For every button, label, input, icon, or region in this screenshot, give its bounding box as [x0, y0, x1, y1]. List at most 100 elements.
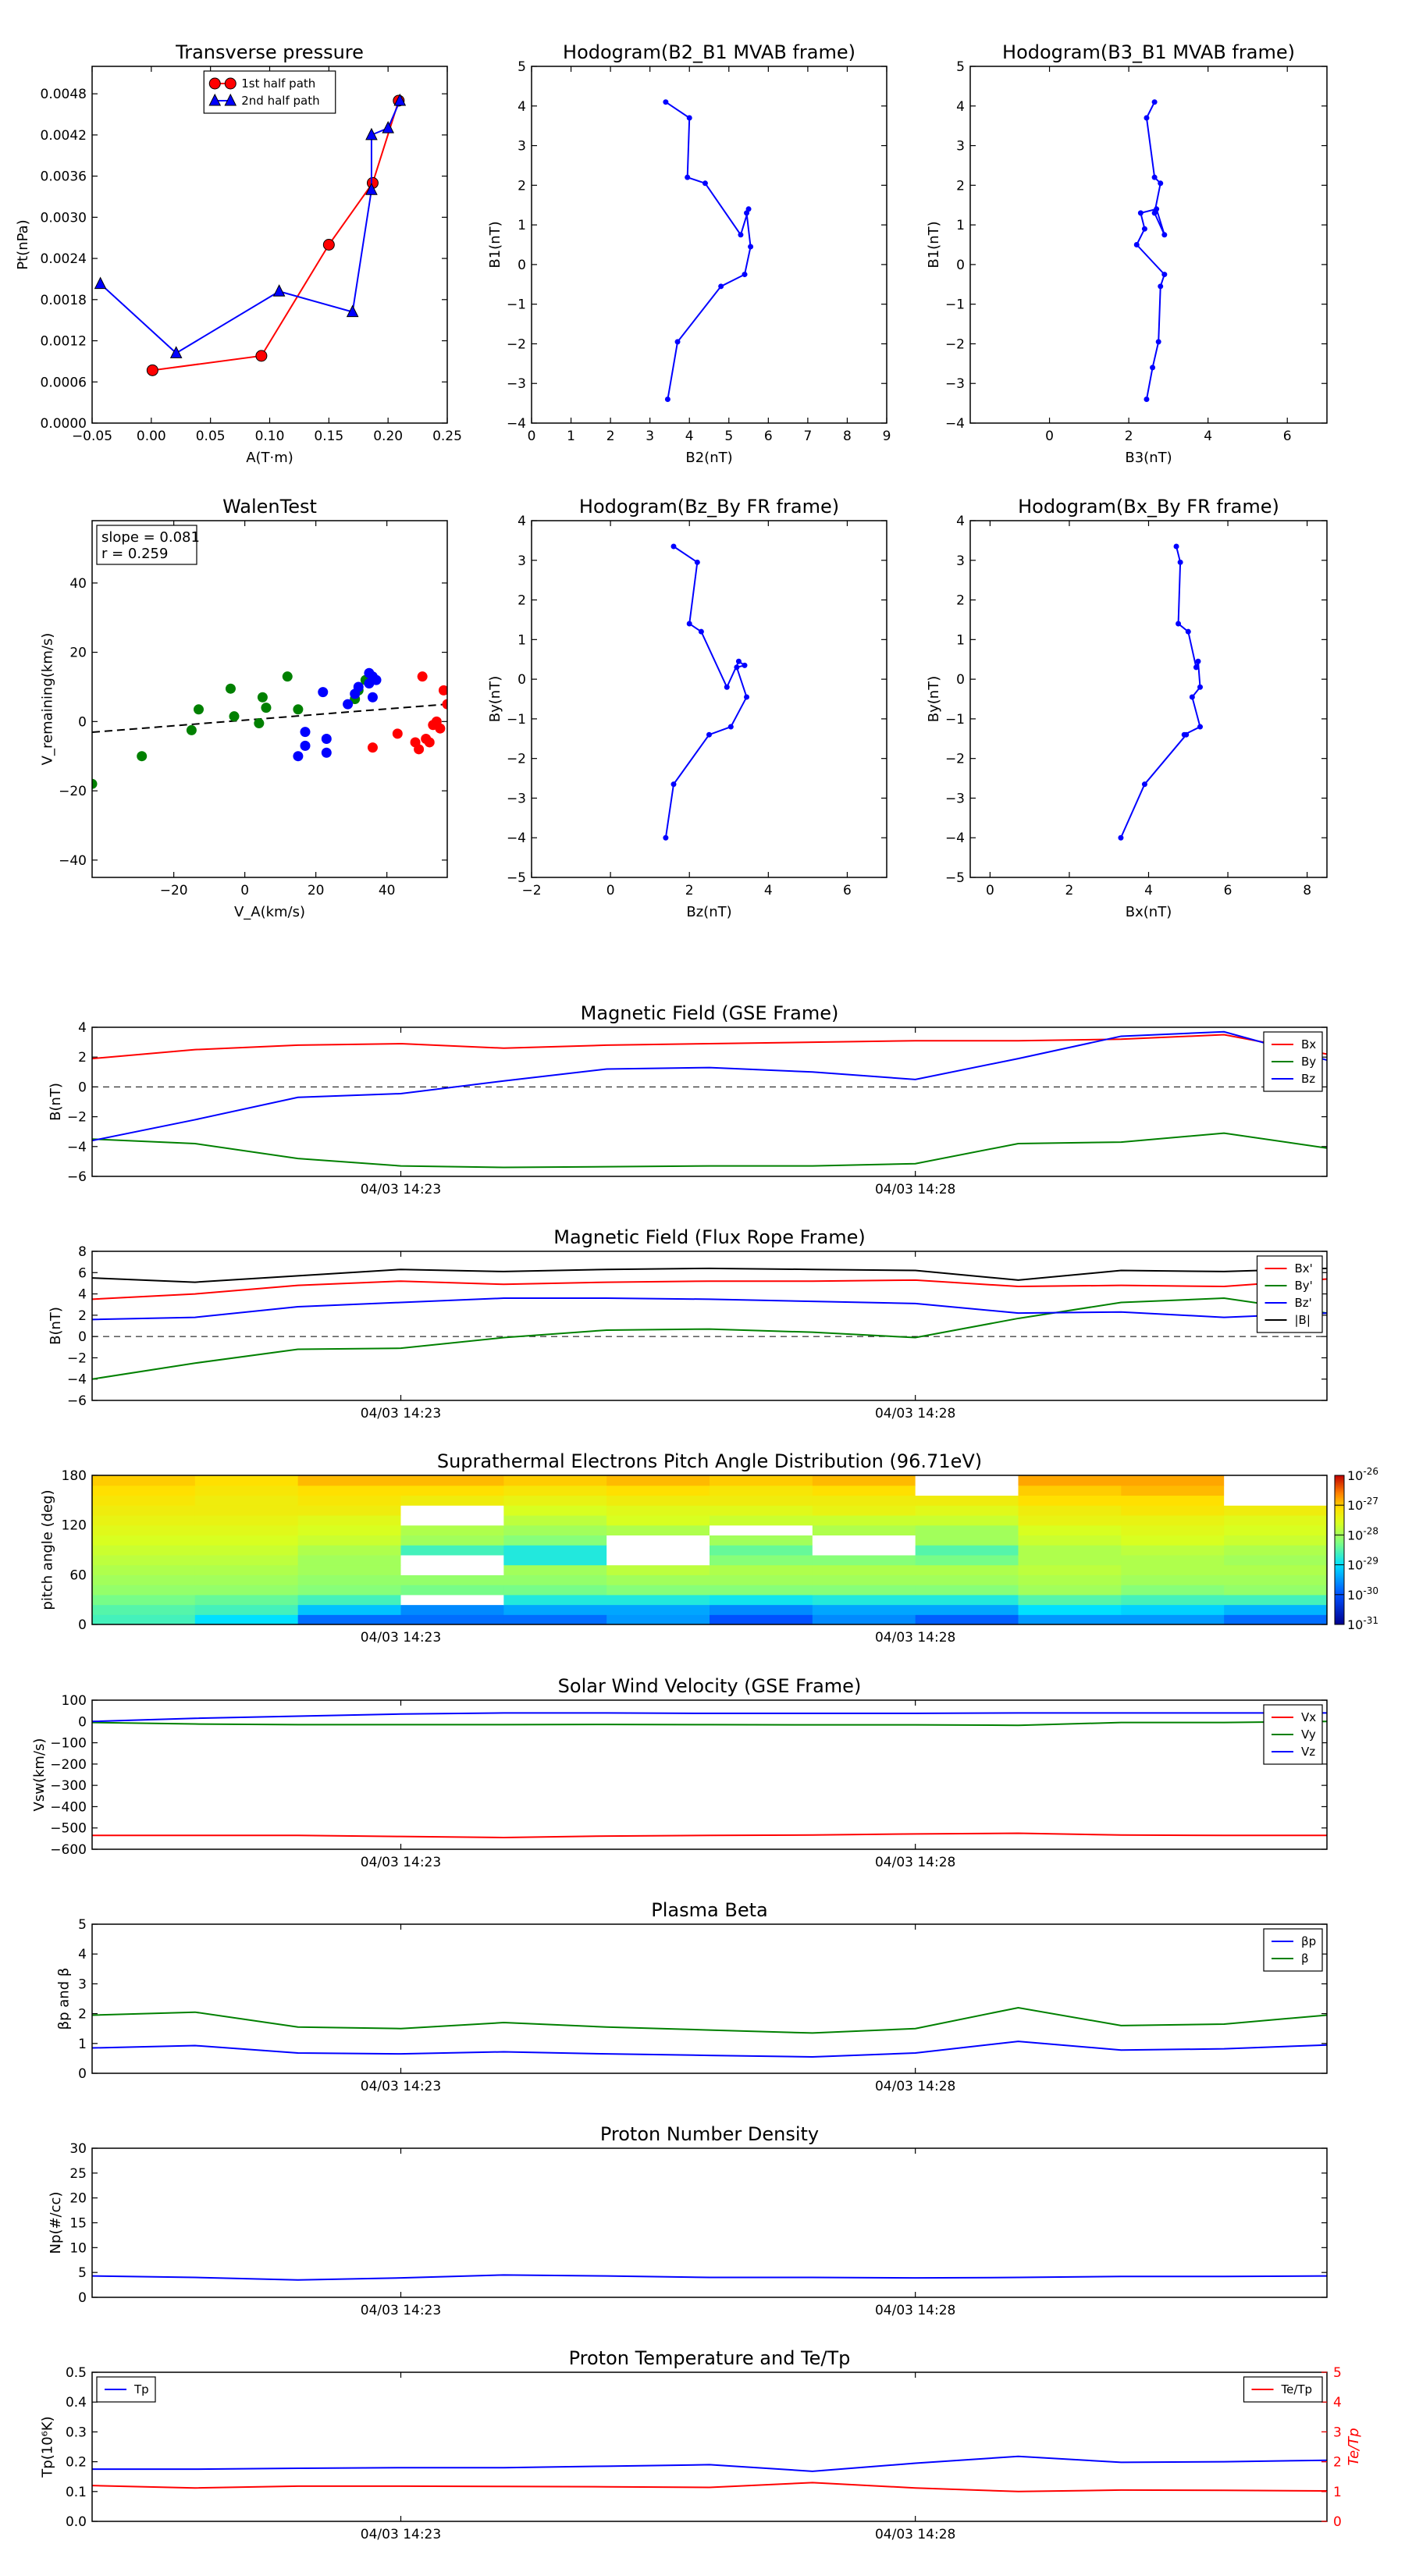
heatmap-cell	[710, 1505, 813, 1516]
plot-frame	[91, 66, 448, 424]
y-axis-label: By(nT)	[926, 676, 942, 722]
heatmap-cell	[915, 1535, 1019, 1546]
series-point	[706, 731, 712, 738]
chart-title: Solar Wind Velocity (GSE Frame)	[558, 1675, 862, 1697]
chart-title: Hodogram(Bx_By FR frame)	[1018, 496, 1279, 518]
heatmap-cell	[1018, 1585, 1122, 1596]
x-tick-label: 04/03 14:23	[361, 2303, 441, 2318]
legend-frame	[1263, 1928, 1323, 1972]
series-line	[92, 1720, 1327, 1727]
x-tick-label: 04/03 14:28	[875, 1182, 955, 1197]
heatmap-cell	[1121, 1614, 1225, 1624]
plot-frame	[531, 66, 887, 424]
y-tick-label: 10	[69, 2240, 87, 2256]
heatmap-cell	[1121, 1514, 1225, 1526]
series-point	[1189, 694, 1195, 700]
heatmap-cell	[812, 1535, 916, 1546]
heatmap-cell	[503, 1495, 607, 1506]
heatmap-cell	[915, 1614, 1019, 1624]
series-point	[694, 559, 700, 565]
y-tick-label: 0	[78, 1617, 87, 1633]
heatmap-cell	[400, 1554, 504, 1566]
y-tick-label: −1	[945, 712, 965, 728]
y-tick-label: −4	[67, 1372, 87, 1388]
y-tick-label: 0.0000	[41, 416, 87, 432]
series-point	[1193, 664, 1199, 671]
heatmap-cell	[503, 1564, 607, 1575]
series-line	[92, 2041, 1327, 2058]
x-tick-label: 20	[308, 883, 325, 898]
x-tick-label: 40	[379, 883, 396, 898]
scatter-point	[417, 671, 428, 682]
scatter-point	[293, 704, 304, 715]
y-tick-label: 20	[69, 2191, 87, 2207]
chart-hodo_bxby: Hodogram(Bx_By FR frame) 0 2 4 6 8 −5 −4 −3 −2 −1 0…	[926, 496, 1328, 920]
heatmap-cell	[194, 1574, 299, 1585]
heatmap-cell	[606, 1604, 710, 1615]
scatter-point	[321, 747, 332, 758]
y-axis-label: Vsw(km/s)	[31, 1738, 48, 1812]
x-tick-label: 7	[803, 429, 812, 444]
y-axis-label: βp and β	[56, 1968, 73, 2030]
heatmap-cell	[92, 1574, 196, 1585]
legend-label: Te/Tp	[1281, 2382, 1313, 2396]
series-point	[686, 115, 692, 121]
heatmap-cell	[1224, 1545, 1327, 1556]
y-tick-label: −40	[59, 853, 87, 869]
x-tick-label: −20	[160, 883, 188, 898]
heatmap-cell	[92, 1525, 196, 1535]
y-tick-label: 5	[518, 59, 526, 75]
heatmap-cell	[606, 1574, 710, 1585]
scatter-point	[343, 699, 354, 710]
y-tick-label: 2	[78, 1050, 87, 1066]
x-tick-label: 0.00	[137, 429, 166, 444]
y-tick-label: −2	[507, 336, 526, 352]
heatmap-cell	[915, 1585, 1019, 1596]
heatmap-cell	[400, 1585, 504, 1596]
heatmap-cell	[194, 1535, 299, 1546]
heatmap-cell	[915, 1594, 1019, 1606]
x-axis-label: Bx(nT)	[1126, 904, 1172, 920]
heatmap-cell	[1018, 1505, 1122, 1516]
legend: βp β	[1263, 1928, 1323, 1972]
heatmap-cell	[503, 1545, 607, 1556]
x-tick-label: 6	[764, 429, 773, 444]
heatmap-cell	[297, 1514, 402, 1526]
heatmap-cell	[1224, 1525, 1327, 1535]
annotation-frame	[96, 525, 197, 565]
y-tick-label: 3	[518, 139, 526, 155]
y-tick-label: 4	[518, 99, 526, 115]
y-tick-label: −1	[507, 712, 526, 728]
series-point	[1161, 232, 1168, 238]
chart-beta: Plasma Beta 04/03 14:23 04/03 14:28 0 1 2 3 4 5 β…	[56, 1899, 1328, 2094]
y-axis-label: Np(#/cc)	[48, 2192, 64, 2254]
x-tick-label: 0.25	[432, 429, 462, 444]
heatmap-cell	[915, 1564, 1019, 1575]
x-tick-label: 04/03 14:23	[361, 1855, 441, 1870]
heatmap-cell	[710, 1514, 813, 1526]
heatmap-cell	[812, 1564, 916, 1575]
heatmap-cell	[606, 1554, 710, 1566]
y-tick-label: 2	[78, 1308, 87, 1324]
y-tick-label: 0.0	[66, 2514, 87, 2530]
series-point	[1173, 543, 1179, 550]
y-tick-label: 5	[78, 1917, 87, 1933]
y-tick-label: 6	[78, 1265, 87, 1281]
x-tick-label: 0.20	[373, 429, 403, 444]
heatmap-cell	[297, 1525, 402, 1535]
y-tick-label: −4	[945, 831, 965, 846]
x-tick-label: 8	[843, 429, 852, 444]
x-tick-label: 2	[606, 429, 615, 444]
plot-area	[1118, 543, 1204, 841]
heatmap-cell	[1121, 1475, 1225, 1486]
y-tick-label: 0	[78, 1714, 87, 1730]
y-axis-label: B1(nT)	[487, 221, 503, 268]
series-line	[92, 2482, 1327, 2492]
series-point	[664, 397, 670, 403]
series-line	[92, 1132, 1327, 1169]
series-line	[92, 1297, 1327, 1380]
heatmap-cell	[1224, 1564, 1327, 1575]
heatmap-cell	[400, 1574, 504, 1585]
series-point	[1151, 99, 1158, 105]
heatmap-cell	[1224, 1585, 1327, 1596]
